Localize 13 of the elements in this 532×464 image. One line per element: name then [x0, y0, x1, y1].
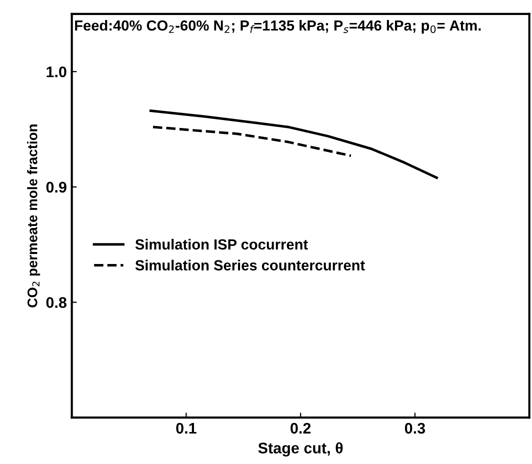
line-series	[152, 126, 352, 158]
y-tick-label: 0.8	[46, 297, 66, 308]
chart-title: Feed:40% CO$_{2}$-60% N$_{2}$; P$_{f}$=1135 kPa; P$_{s}$=446 kPa; p$_{0}$= Atm.	[75, 20, 481, 34]
legend-label: Simulation ISP cocurrent	[135, 238, 308, 250]
x-tick-label: 0.1	[176, 422, 196, 434]
x-tick-label: 0.2	[290, 422, 311, 434]
x-tick-label: 0.3	[404, 422, 426, 434]
y-axis-title: CO$_{2}$ permeate mole fraction	[27, 124, 40, 308]
line-series	[149, 110, 438, 179]
legend-label: Simulation Series countercurrent	[135, 260, 365, 270]
x-axis-title: Stage cut, θ	[258, 442, 343, 457]
y-tick-label: 1.0	[46, 66, 66, 78]
y-tick-label: 0.9	[46, 182, 66, 193]
